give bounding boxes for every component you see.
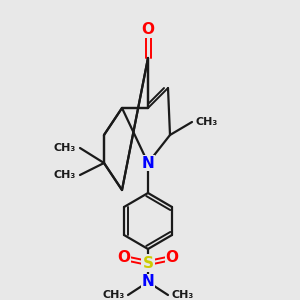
Text: O: O [166,250,178,266]
Text: N: N [142,274,154,290]
Text: CH₃: CH₃ [54,170,76,180]
Text: CH₃: CH₃ [196,117,218,127]
Text: N: N [142,155,154,170]
Text: CH₃: CH₃ [171,290,193,300]
Text: CH₃: CH₃ [54,143,76,153]
Text: S: S [142,256,154,271]
Text: O: O [118,250,130,266]
Text: CH₃: CH₃ [103,290,125,300]
Text: O: O [142,22,154,38]
